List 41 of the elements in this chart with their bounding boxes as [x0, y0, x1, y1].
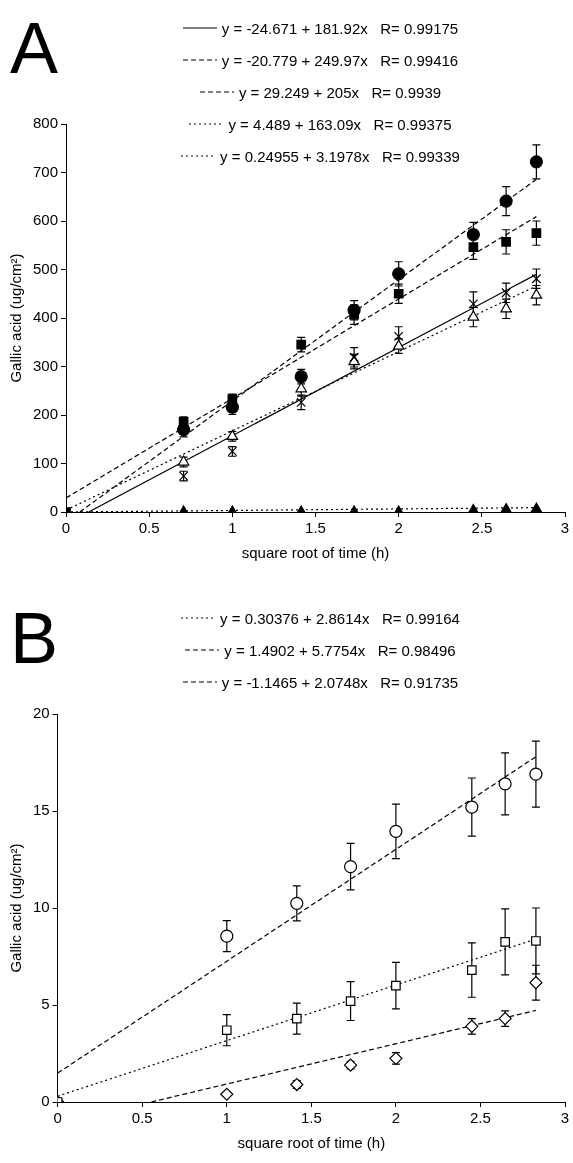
y-tick-label: 800: [33, 114, 59, 132]
x-tick-label: 1.5: [300, 1109, 322, 1127]
y-axis-title: Gallic acid (ug/cm²): [7, 253, 25, 383]
y-tick-label: 600: [33, 211, 59, 229]
legend-label: y = 0.30376 + 2.8614x R= 0.99164: [220, 609, 460, 627]
y-tick-label: 15: [33, 801, 50, 819]
y-tick-label: 500: [33, 259, 59, 277]
x-tick-label: 2.5: [470, 1109, 491, 1127]
legend-label: y = -20.779 + 249.97x R= 0.99416: [221, 51, 459, 69]
x-tick-label: 1: [222, 1109, 231, 1127]
y-tick-label: 0: [49, 502, 59, 520]
chart-title: B: [10, 598, 59, 678]
legend-label: y = -1.1465 + 2.0748x R= 0.91735: [221, 673, 459, 691]
y-tick-label: 5: [41, 995, 50, 1013]
x-tick-label: 3: [560, 1109, 570, 1127]
x-tick-label: 0.5: [138, 519, 160, 537]
x-tick-label: 2.5: [471, 519, 493, 537]
y-axis-title: Gallic acid (ug/cm²): [7, 843, 25, 973]
x-tick-label: 2: [394, 519, 403, 537]
legend-label: y = 29.249 + 205x R= 0.9939: [238, 83, 442, 101]
x-tick-label: 2: [391, 1109, 401, 1127]
legend-label: y = 4.489 + 163.09x R= 0.99375: [228, 115, 452, 133]
x-axis-title: square root of time (h): [237, 1134, 386, 1152]
y-tick-label: 0: [41, 1092, 50, 1110]
y-tick-label: 700: [33, 162, 59, 180]
x-tick-label: 0.5: [131, 1109, 153, 1127]
x-axis-title: square root of time (h): [241, 544, 390, 562]
y-tick-label: 100: [33, 453, 59, 471]
y-tick-label: 200: [33, 405, 59, 423]
x-tick-label: 1.5: [305, 519, 326, 537]
x-tick-label: 0: [61, 519, 71, 537]
y-tick-label: 400: [33, 308, 59, 326]
legend-label: y = 1.4902 + 5.7754x R= 0.98496: [224, 641, 456, 659]
legend-label: y = -24.671 + 181.92x R= 0.99175: [221, 19, 459, 37]
x-tick-label: 1: [228, 519, 237, 537]
x-tick-label: 3: [560, 519, 570, 537]
chart-title: A: [10, 8, 59, 88]
legend-label: y = 0.24955 + 3.1978x R= 0.99339: [220, 147, 460, 165]
y-tick-label: 20: [33, 704, 50, 722]
y-tick-label: 10: [33, 898, 50, 916]
y-tick-label: 300: [33, 356, 59, 374]
